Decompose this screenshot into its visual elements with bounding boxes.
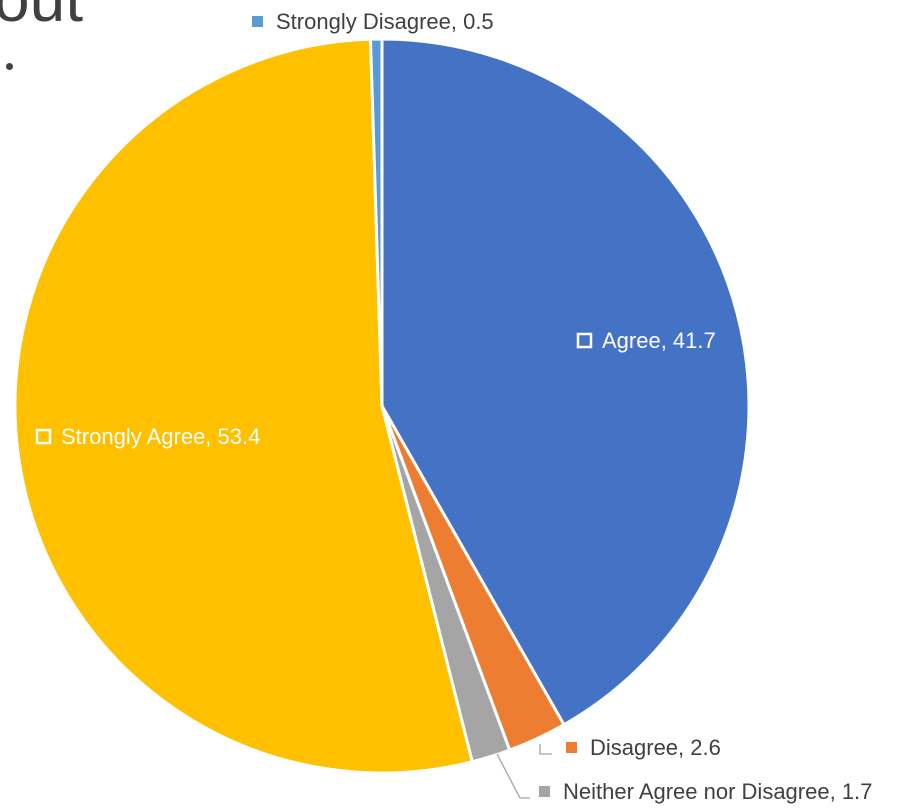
data-label-neither-agree-nor-disagree: Neither Agree nor Disagree, 1.7 (563, 779, 872, 804)
leader-lines (496, 744, 552, 799)
label-marker-neither-agree-nor-disagree (539, 786, 550, 797)
bullet-dot (6, 63, 13, 70)
data-label-agree: Agree, 41.7 (602, 328, 716, 353)
pie-slices (13, 37, 751, 775)
label-marker-strongly-agree (35, 428, 52, 445)
pie-slice-strongly-disagree (368, 37, 384, 408)
label-marker-agree (576, 332, 593, 349)
slide-heading-fragment: out (0, 0, 83, 36)
data-labels: Agree, 41.7 Disagree, 2.6 Neither Agree no… (35, 9, 872, 804)
pie-slice-strongly-agree (13, 37, 474, 775)
data-label-strongly-agree: Strongly Agree, 53.4 (61, 424, 260, 449)
pie-slice-agree (380, 37, 751, 727)
label-marker-disagree (566, 742, 577, 753)
label-marker-strongly-disagree (252, 16, 263, 27)
leader-line-disagree (539, 744, 552, 755)
data-label-strongly-disagree: Strongly Disagree, 0.5 (276, 9, 494, 34)
data-label-disagree: Disagree, 2.6 (590, 735, 721, 760)
leader-line-neither-agree-nor-disagree (496, 753, 530, 799)
